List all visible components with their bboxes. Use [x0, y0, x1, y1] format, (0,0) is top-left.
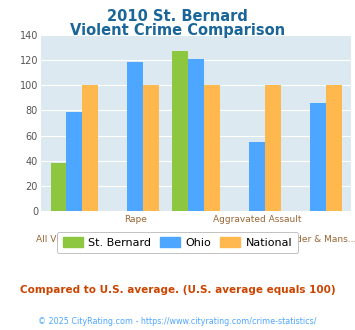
Text: Violent Crime Comparison: Violent Crime Comparison — [70, 23, 285, 38]
Legend: St. Bernard, Ohio, National: St. Bernard, Ohio, National — [57, 232, 298, 253]
Bar — [265, 85, 281, 211]
Text: Aggravated Assault: Aggravated Assault — [213, 214, 301, 223]
Text: © 2025 CityRating.com - https://www.cityrating.com/crime-statistics/: © 2025 CityRating.com - https://www.city… — [38, 317, 317, 326]
Bar — [173, 51, 188, 211]
Bar — [127, 62, 143, 211]
Bar — [143, 85, 159, 211]
Bar — [50, 163, 66, 211]
Text: Robbery: Robbery — [178, 235, 215, 244]
Bar — [82, 85, 98, 211]
Bar — [249, 142, 265, 211]
Text: Murder & Mans...: Murder & Mans... — [279, 235, 355, 244]
Text: All Violent Crime: All Violent Crime — [37, 235, 112, 244]
Text: 2010 St. Bernard: 2010 St. Bernard — [107, 9, 248, 24]
Text: Compared to U.S. average. (U.S. average equals 100): Compared to U.S. average. (U.S. average … — [20, 285, 335, 295]
Bar — [204, 85, 220, 211]
Bar — [326, 85, 342, 211]
Bar — [310, 103, 326, 211]
Bar — [66, 112, 82, 211]
Bar — [188, 59, 204, 211]
Text: Rape: Rape — [124, 214, 147, 223]
